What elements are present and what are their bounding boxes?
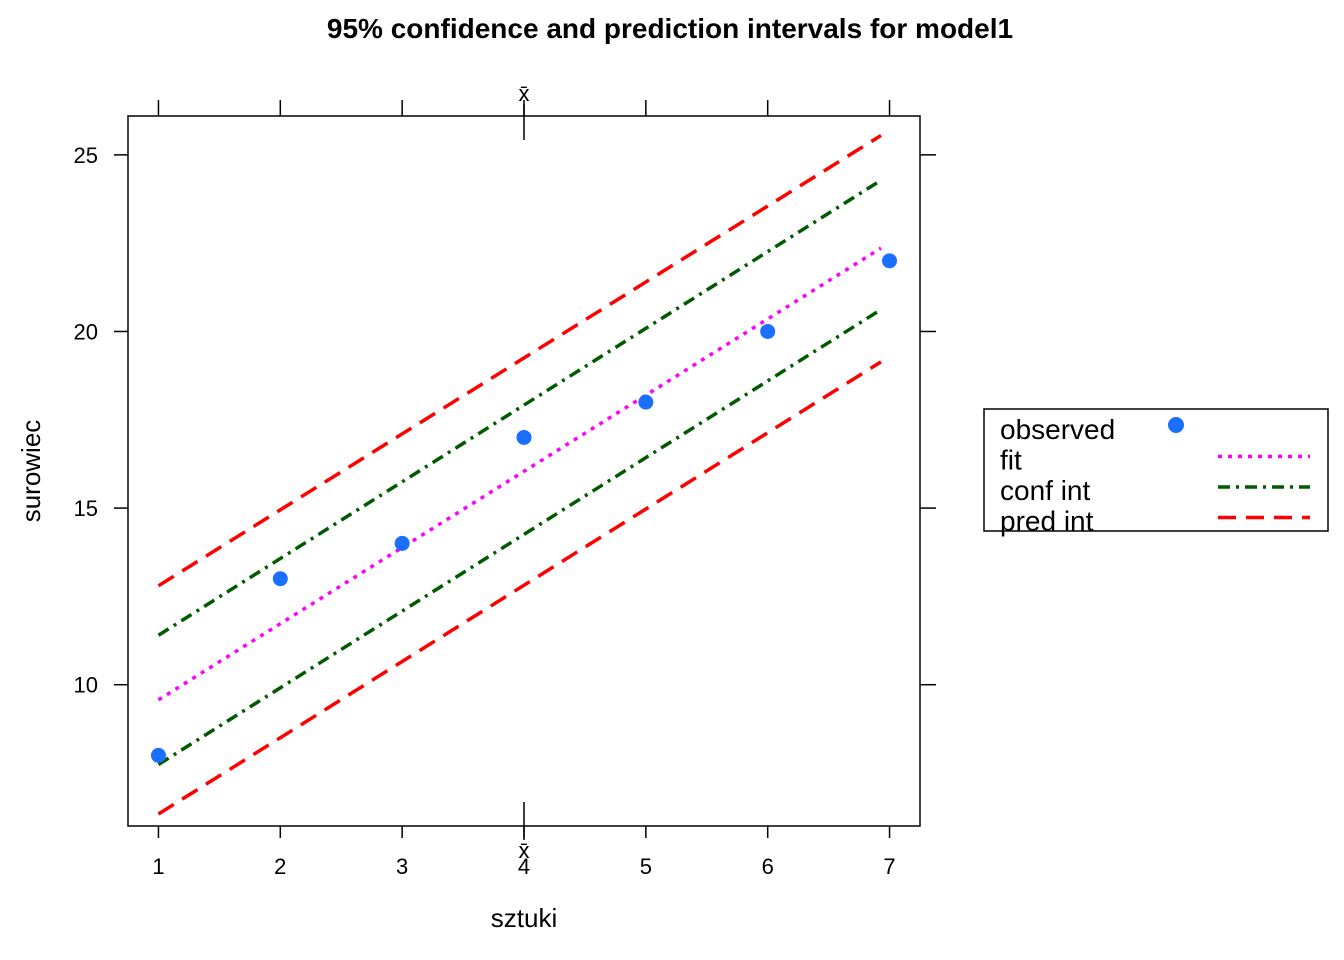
y-axis-label: surowiec <box>16 420 46 523</box>
observed-points <box>150 253 898 763</box>
x-tick-label: 1 <box>152 854 164 879</box>
conf-int-line <box>157 178 882 637</box>
legend-label: observed <box>1000 414 1115 445</box>
y-tick-label: 15 <box>74 496 98 521</box>
y-tick-label: 10 <box>74 673 98 698</box>
xbar-marker: x̄ x̄ <box>519 81 530 863</box>
observed-point <box>760 323 776 339</box>
pred-int-line <box>157 360 882 816</box>
y-axis: 10 15 20 25 <box>74 143 936 698</box>
legend-box <box>983 408 1329 532</box>
legend-label: fit <box>1000 445 1022 476</box>
series-lines <box>157 133 882 816</box>
observed-point <box>516 429 532 445</box>
conf-int-line <box>157 308 882 767</box>
legend-label: pred int <box>1000 506 1094 537</box>
x-tick-label: 2 <box>274 854 286 879</box>
fit-line <box>157 246 882 702</box>
observed-point <box>272 571 288 587</box>
x-axis: 1 2 3 4 5 6 7 <box>152 100 896 879</box>
observed-point <box>882 253 898 269</box>
legend-key-observed <box>1168 417 1184 433</box>
x-tick-label: 7 <box>883 854 895 879</box>
y-tick-label: 25 <box>74 143 98 168</box>
legend-label: conf int <box>1000 475 1090 506</box>
x-tick-label: 4 <box>518 854 530 879</box>
observed-point <box>394 535 410 551</box>
observed-point <box>638 394 654 410</box>
x-tick-label: 6 <box>762 854 774 879</box>
y-tick-label: 20 <box>74 319 98 344</box>
chart-title: 95% confidence and prediction intervals … <box>327 13 1013 44</box>
x-axis-label: sztuki <box>491 903 557 933</box>
xbar-top-label: x̄ <box>519 81 530 106</box>
x-tick-label: 3 <box>396 854 408 879</box>
xbar-bottom-label: x̄ <box>519 838 530 863</box>
pred-int-line <box>157 133 882 588</box>
observed-point <box>150 747 166 763</box>
x-tick-label: 5 <box>640 854 652 879</box>
